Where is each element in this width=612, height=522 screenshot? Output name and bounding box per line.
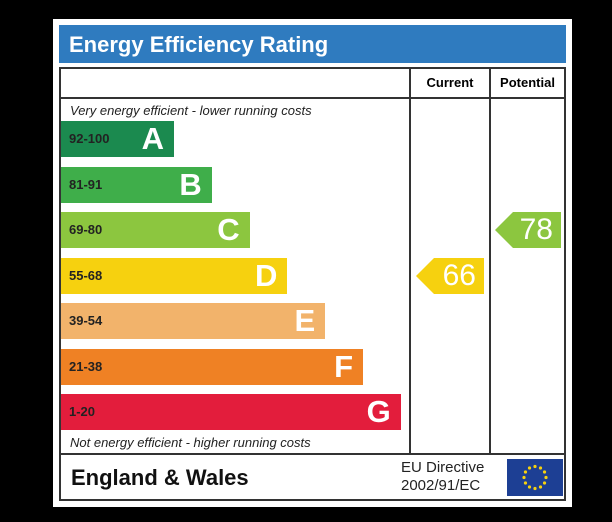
star-icon — [527, 485, 532, 489]
rating-grid: Current Potential Very energy efficient … — [59, 67, 566, 455]
star-icon — [527, 466, 532, 470]
band-b: 81-91 B — [61, 166, 212, 203]
band-letter: G — [366, 394, 391, 429]
band-range: 55-68 — [69, 267, 103, 283]
header-divider — [61, 97, 564, 99]
directive: EU Directive 2002/91/EC — [401, 459, 484, 495]
directive-line-1: EU Directive — [401, 459, 485, 476]
column-header-current: Current — [426, 75, 474, 90]
band-letter: A — [141, 121, 164, 156]
band-range: 81-91 — [69, 176, 103, 192]
star-icon — [533, 486, 537, 491]
title-bar: Energy Efficiency Rating — [59, 25, 566, 63]
epc-card: Energy Efficiency Rating Current Potenti… — [53, 19, 572, 507]
top-note: Very energy efficient - lower running co… — [70, 103, 312, 118]
eu-flag-icon — [507, 459, 563, 496]
arrow-value: 66 — [442, 258, 476, 292]
band-range: 39-54 — [69, 313, 103, 328]
star-icon — [533, 464, 537, 469]
arrow-shape — [495, 212, 561, 248]
band-a: 92-100 A — [61, 121, 174, 157]
band-d: 55-68 D — [61, 257, 288, 294]
directive-line-2: 2002/91/EC — [401, 477, 481, 494]
star-icon — [542, 470, 547, 474]
column-header-potential: Potential — [500, 75, 555, 90]
band-letter: F — [334, 348, 353, 384]
band-letter: E — [294, 303, 316, 338]
band-e: 39-54 E — [61, 303, 326, 339]
star-icon — [538, 485, 543, 489]
bottom-note: Not energy efficient - higher running co… — [70, 435, 311, 450]
column-divider-current — [409, 69, 411, 453]
band-letter: B — [179, 166, 202, 202]
footer: England & Wales EU Directive 2002/91/EC — [59, 455, 566, 501]
current-rating-arrow: 66 — [416, 257, 484, 294]
star-icon — [522, 475, 526, 480]
band-letter: C — [217, 212, 240, 247]
potential-rating-arrow: 78 — [495, 212, 561, 248]
star-icon — [544, 475, 548, 480]
band-g: 1-20 G — [61, 394, 401, 430]
arrow-shape — [416, 257, 484, 294]
star-icon — [523, 481, 528, 485]
column-divider-potential — [489, 69, 491, 453]
star-icon — [542, 481, 547, 485]
band-range: 1-20 — [69, 404, 96, 419]
band-letter: D — [255, 257, 278, 293]
arrow-value: 78 — [519, 213, 553, 246]
band-f: 21-38 F — [61, 348, 363, 385]
band-range: 21-38 — [69, 358, 103, 374]
band-c: 69-80 C — [61, 212, 250, 248]
region-label: England & Wales — [71, 465, 249, 490]
chart-title: Energy Efficiency Rating — [69, 32, 329, 57]
star-icon — [538, 466, 543, 470]
band-range: 92-100 — [69, 131, 110, 146]
band-range: 69-80 — [69, 222, 103, 237]
star-icon — [523, 470, 528, 474]
